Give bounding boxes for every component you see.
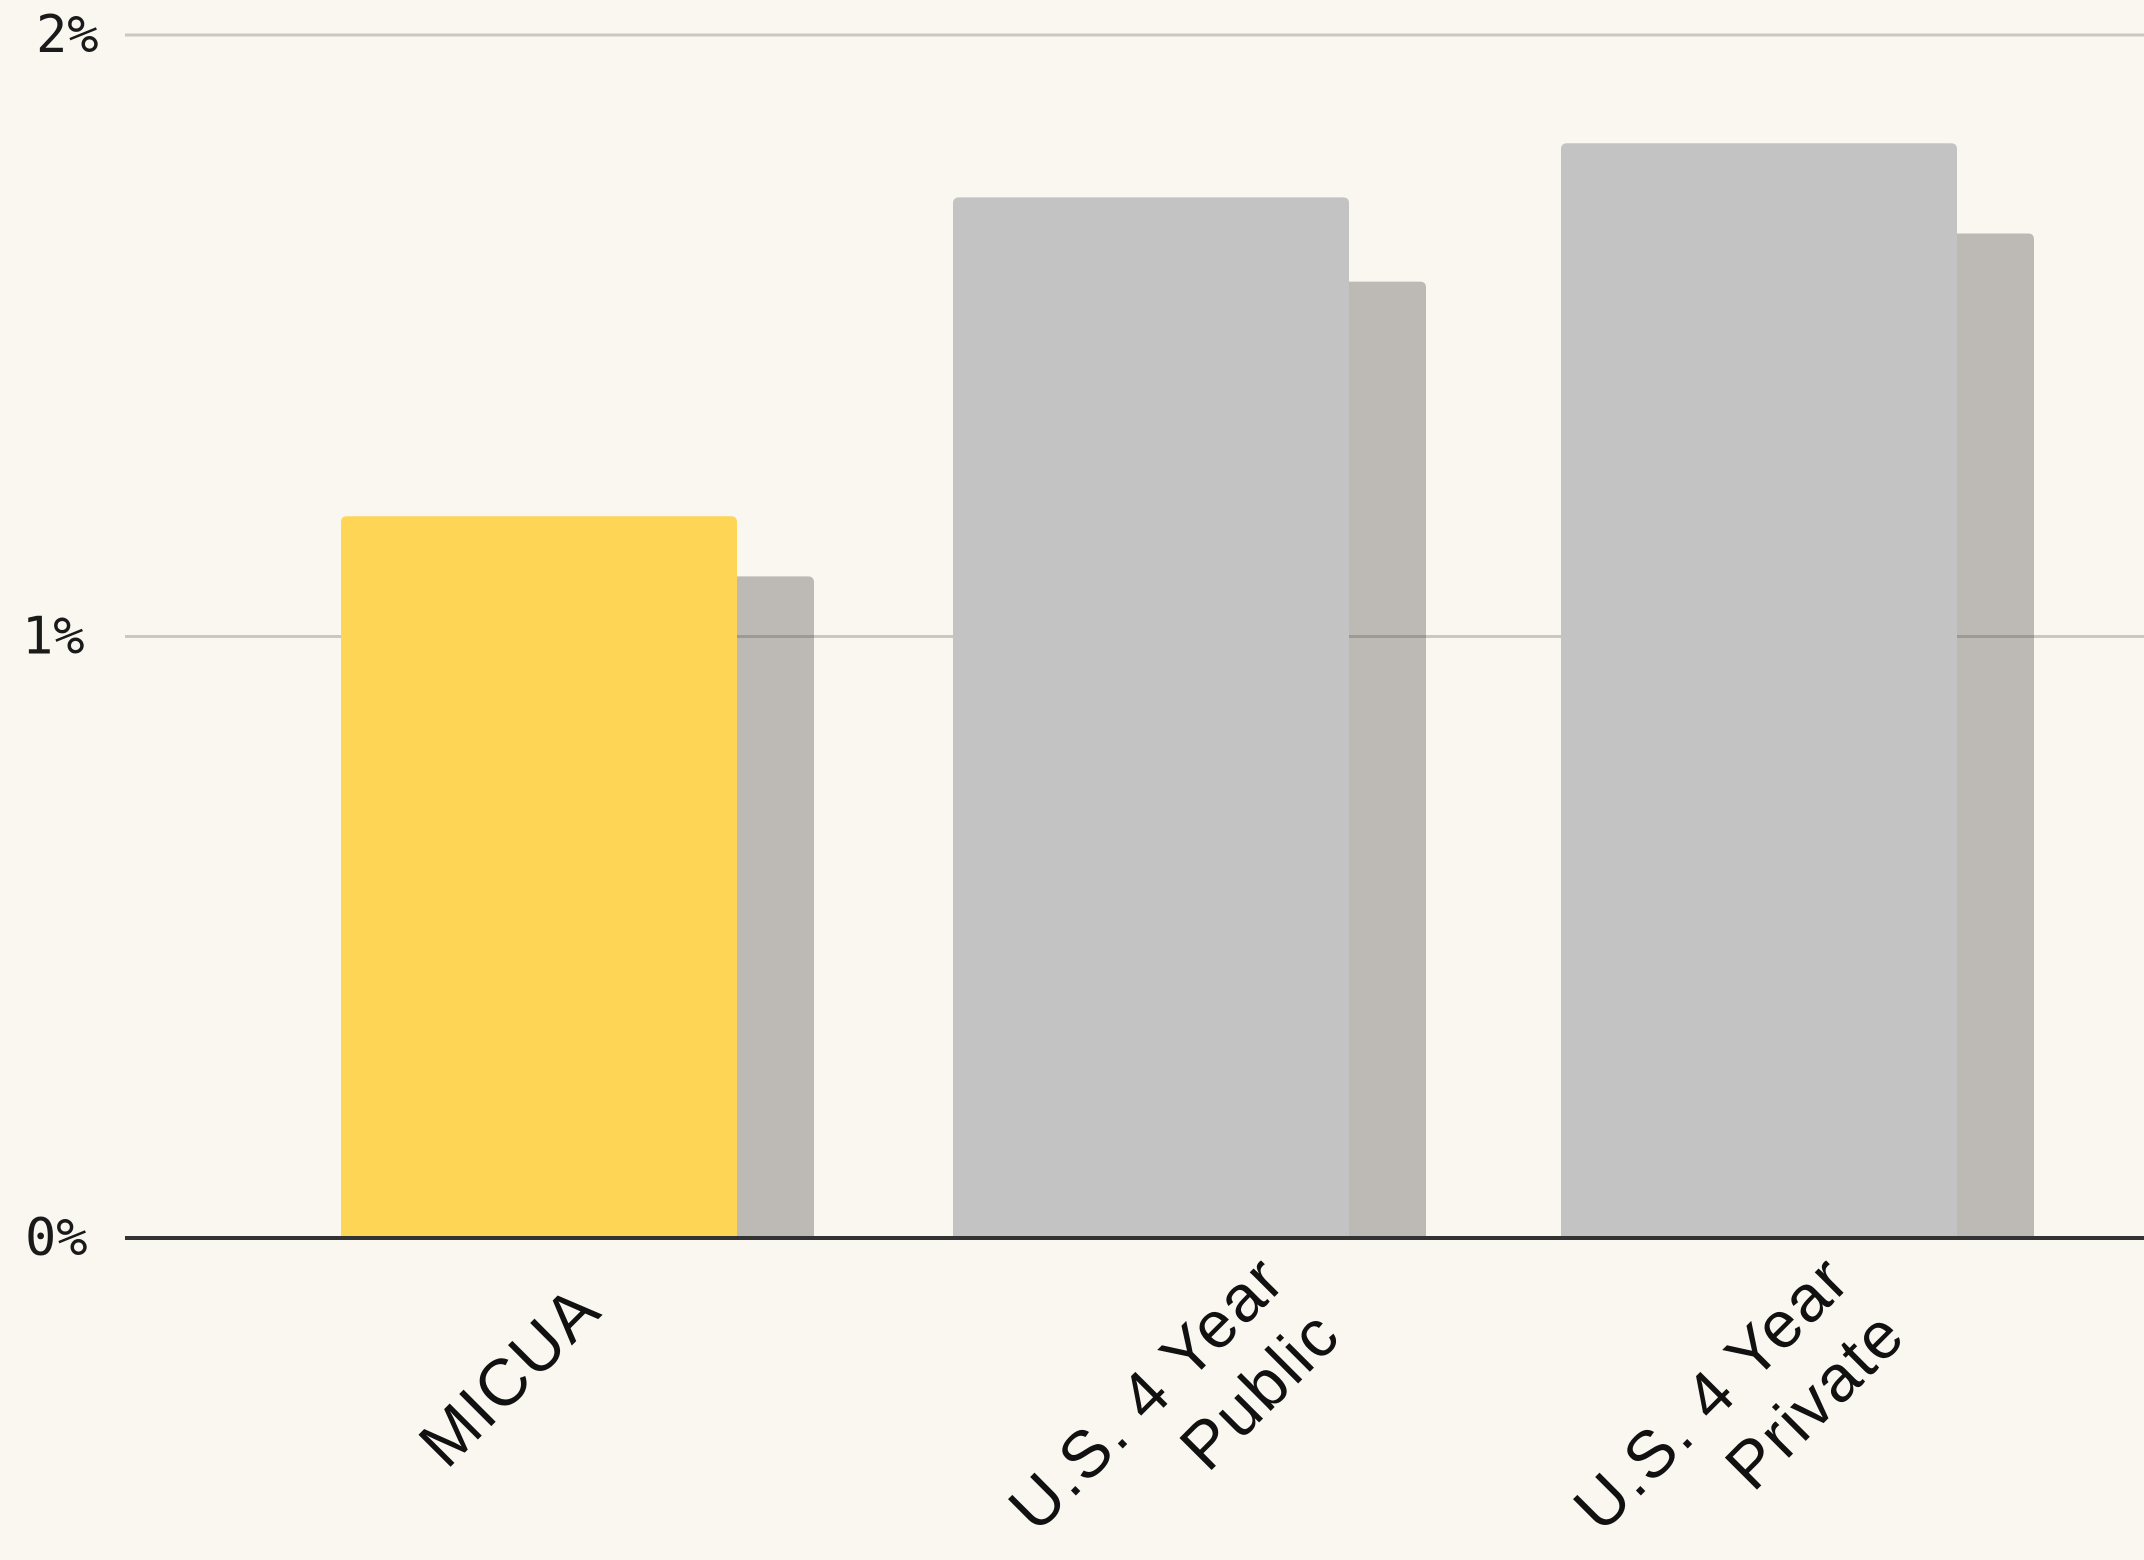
category-label-line: MICUA bbox=[404, 1271, 614, 1481]
bar-primary bbox=[1561, 143, 1957, 1238]
bar-primary bbox=[341, 516, 737, 1238]
bar-primary bbox=[953, 197, 1349, 1238]
category-label: MICUA bbox=[404, 1271, 614, 1481]
y-tick-label: 1% bbox=[22, 607, 85, 667]
bar-secondary bbox=[727, 576, 814, 1238]
bar-secondary bbox=[1947, 233, 2034, 1238]
bar-secondary bbox=[1339, 281, 1426, 1238]
y-tick-label: 2% bbox=[36, 5, 99, 65]
y-tick-label: 0% bbox=[25, 1208, 88, 1268]
